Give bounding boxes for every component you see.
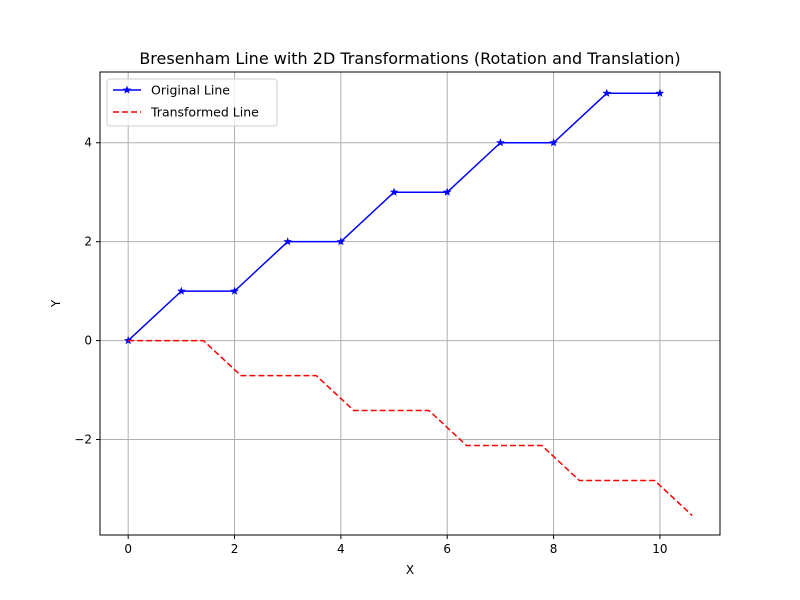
y-tick-label: 4 — [84, 136, 92, 150]
legend-label-transformed: Transformed Line — [150, 105, 259, 120]
y-tick-label: −2 — [74, 433, 92, 447]
legend-star-marker — [122, 85, 132, 94]
plot-frame — [99, 71, 721, 536]
data-point-marker — [655, 88, 665, 97]
legend-box — [106, 78, 278, 127]
x-tick-label: 10 — [652, 542, 667, 556]
data-point-marker — [549, 138, 558, 147]
data-point-marker — [389, 187, 399, 196]
ticks: 0 2 4 6 8 10 −2 0 2 4 — [74, 136, 667, 556]
y-tick-label: 2 — [84, 235, 92, 249]
legend-label-original: Original Line — [151, 83, 230, 98]
y-tick-label: 0 — [84, 334, 92, 348]
data-point-marker — [442, 187, 452, 196]
series-line-0 — [127, 92, 660, 342]
x-tick-label: 4 — [337, 542, 345, 556]
data-point-marker — [230, 286, 239, 295]
x-tick-label: 6 — [443, 542, 451, 556]
x-tick-label: 8 — [550, 542, 558, 556]
series-layer — [123, 88, 693, 517]
series-line-1 — [128, 339, 693, 517]
x-axis-label: X — [406, 563, 414, 577]
x-tick-label: 2 — [231, 542, 239, 556]
legend: Original Line Transformed Line — [106, 78, 278, 127]
grid — [100, 72, 720, 535]
data-point-marker — [602, 88, 612, 97]
data-point-marker — [336, 237, 346, 246]
chart-title: Bresenham Line with 2D Transformations (… — [139, 49, 680, 68]
data-point-marker — [177, 286, 186, 295]
y-axis-label: Y — [49, 299, 63, 308]
data-point-marker — [496, 138, 505, 147]
data-point-marker — [283, 237, 292, 246]
x-tick-label: 0 — [124, 542, 132, 556]
